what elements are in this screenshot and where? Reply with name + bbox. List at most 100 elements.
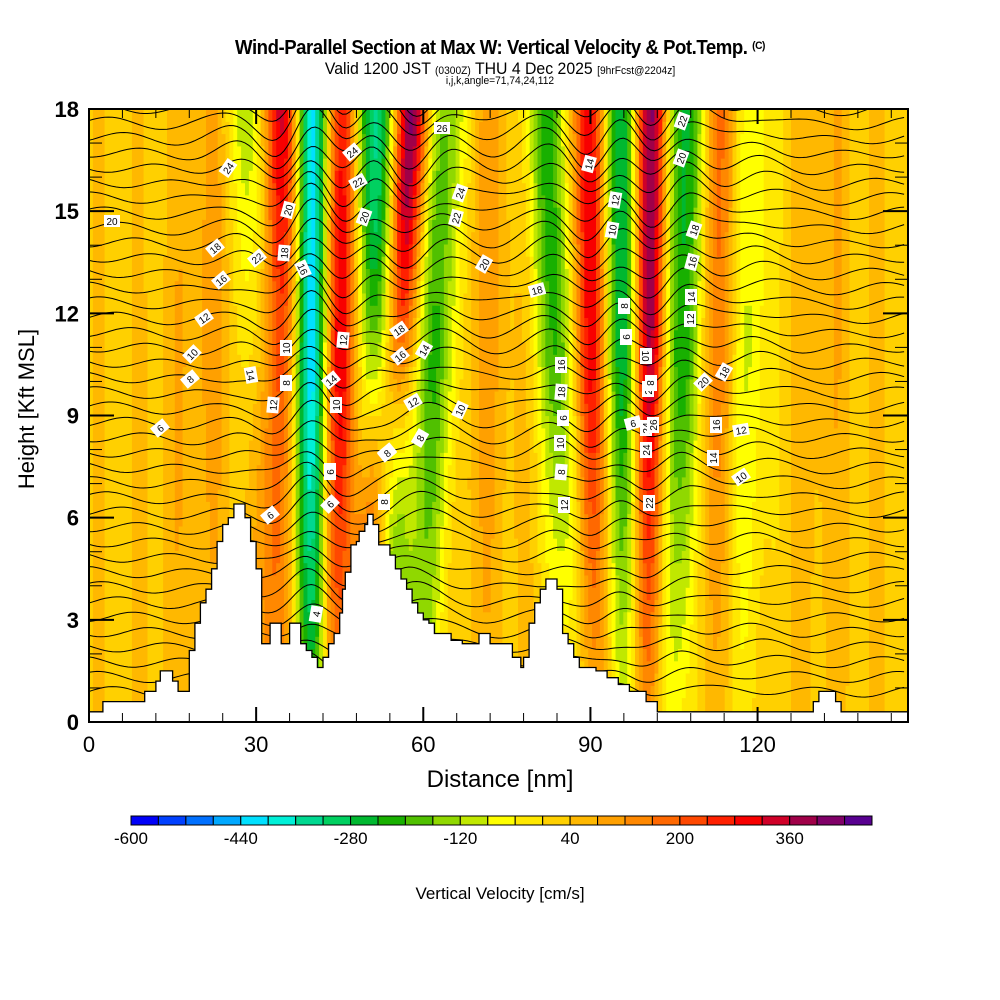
contour-label: 26: [647, 417, 660, 433]
w-cell: [447, 464, 453, 564]
w-cell: [404, 268, 410, 294]
w-cell: [557, 109, 562, 208]
w-cell: [139, 109, 145, 722]
theta-contour-line: [89, 171, 905, 213]
w-cell: [373, 231, 379, 269]
colorbar-swatch: [295, 815, 324, 826]
w-cell: [689, 109, 695, 245]
w-cell: [365, 476, 371, 502]
contour-label-text: 12: [269, 399, 281, 411]
w-cell: [693, 440, 698, 551]
w-cell: [576, 415, 581, 502]
w-cell: [752, 109, 757, 502]
w-cell: [245, 109, 250, 196]
w-cell: [588, 562, 593, 625]
w-cell: [377, 194, 383, 245]
w-cell: [373, 305, 379, 331]
w-cell: [190, 109, 195, 674]
contour-label: 20: [474, 254, 494, 274]
w-cell: [443, 121, 449, 245]
contour-label: 10: [451, 400, 469, 420]
w-cell: [455, 440, 461, 722]
w-cell: [748, 109, 753, 306]
w-cell: [373, 440, 379, 478]
w-cell: [408, 329, 414, 355]
w-cell: [775, 109, 780, 539]
w-cell: [440, 109, 445, 135]
w-cell: [369, 403, 375, 417]
w-cell: [685, 513, 691, 588]
w-cell: [237, 145, 242, 233]
w-cell: [467, 489, 472, 722]
w-cell: [455, 329, 461, 441]
w-cell: [502, 489, 507, 722]
w-cell: [677, 648, 683, 722]
contour-label-bg: [554, 383, 568, 401]
contour-label: 14: [707, 450, 720, 466]
w-cell: [697, 280, 702, 404]
w-cell: [436, 121, 441, 171]
contour-label: 14: [685, 289, 698, 305]
w-cell: [568, 109, 574, 159]
w-cell: [650, 562, 656, 613]
w-cell: [443, 525, 449, 637]
theta-contour-line: [89, 368, 905, 407]
contour-label-bg: [693, 372, 713, 392]
colorbar-swatch: [322, 815, 352, 826]
contour-label: 8: [644, 375, 657, 391]
w-cell: [674, 476, 679, 564]
theta-contour-line: [89, 328, 905, 360]
contour-label-text: 14: [418, 343, 433, 359]
contour-label-bg: [308, 605, 324, 623]
w-cell: [178, 109, 184, 269]
w-cell: [404, 366, 410, 392]
w-cell: [323, 158, 328, 343]
w-cell: [592, 587, 597, 649]
contour-label: 24: [218, 158, 238, 178]
contour-label: 18: [527, 282, 547, 299]
w-cell: [377, 366, 383, 392]
w-cell: [408, 243, 414, 269]
w-cell: [307, 403, 312, 490]
w-cell: [537, 109, 542, 208]
w-cell: [276, 109, 281, 122]
w-cell: [447, 109, 453, 282]
w-cell: [307, 550, 312, 613]
w-cell: [416, 219, 422, 245]
w-cell: [755, 109, 761, 429]
contour-label-text: 18: [531, 285, 545, 299]
w-cell: [377, 280, 383, 318]
w-cell: [381, 366, 386, 404]
theta-contour-line: [89, 275, 905, 316]
contour-label-bg: [672, 148, 690, 168]
w-cell: [662, 121, 667, 245]
colorbar-swatch: [432, 815, 461, 826]
w-cell: [248, 268, 254, 355]
w-cell: [151, 109, 156, 722]
w-cell: [697, 133, 702, 282]
w-cell: [432, 170, 437, 220]
w-cell: [502, 109, 507, 490]
w-cell: [397, 403, 402, 429]
w-cell: [420, 133, 425, 159]
w-cell: [358, 207, 363, 306]
w-cell: [377, 243, 383, 282]
w-cell: [291, 207, 297, 294]
w-cell: [408, 403, 414, 429]
w-cell: [241, 182, 246, 269]
contour-label-bg: [684, 252, 700, 272]
theta-contour-line: [89, 182, 905, 228]
contour-label-bg: [194, 308, 214, 328]
w-cell: [260, 391, 266, 576]
w-cell: [451, 501, 457, 686]
colorbar-swatch: [487, 815, 516, 826]
w-cell: [650, 452, 656, 502]
w-cell: [416, 194, 422, 220]
contour-label-bg: [330, 397, 342, 413]
w-cell: [428, 133, 433, 159]
w-cell: [330, 440, 336, 600]
w-cell: [315, 109, 320, 417]
w-cell: [245, 366, 250, 490]
w-cell: [440, 378, 445, 453]
w-cell: [529, 109, 535, 171]
